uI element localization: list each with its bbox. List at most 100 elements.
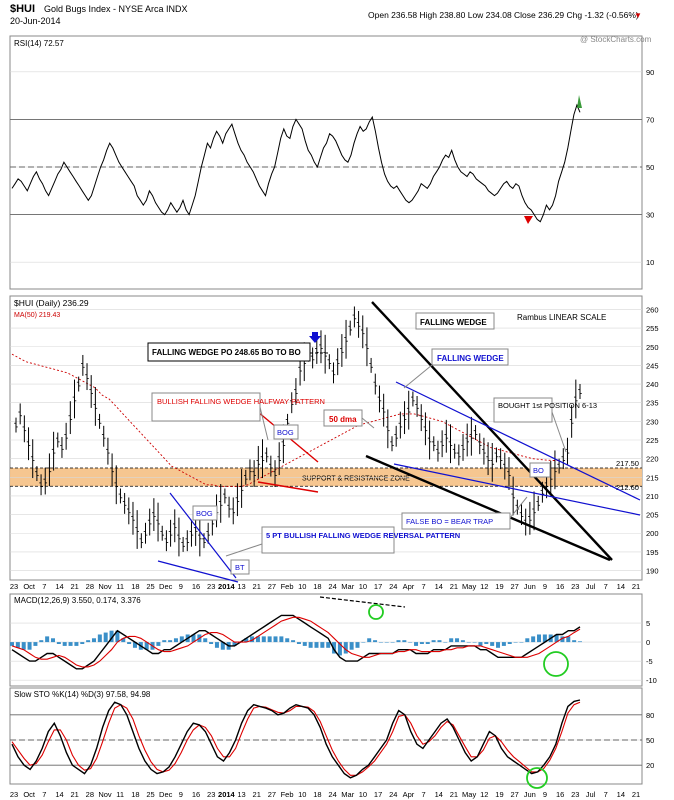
macd-histogram-bar [507,642,512,644]
index-name: Gold Bugs Index - NYSE Arca INDX [44,4,188,14]
macd-histogram-bar [162,640,167,643]
macd-histogram-bar [531,636,536,643]
rsi-ytick-label: 30 [646,211,654,220]
macd-histogram-bar [308,642,313,648]
macd-ytick-label: -10 [646,676,657,685]
macd-histogram-bar [466,642,471,643]
x-tick-label: 24 [328,790,336,799]
rsi-ytick-label: 90 [646,68,654,77]
x-tick-label: May [462,582,476,591]
rsi-ytick-label: 50 [646,163,654,172]
macd-histogram-bar [21,642,26,650]
blue-wedge-bottom [157,560,239,583]
macd-histogram-bar [525,638,530,643]
macd-histogram-bar [209,642,214,644]
macd-histogram-bar [455,638,460,643]
macd-histogram-bar [419,642,424,644]
x-tick-label: 7 [604,790,608,799]
macd-histogram-bar [408,642,413,643]
macd-histogram-bar [437,640,442,643]
x-tick-label: 13 [237,582,245,591]
x-tick-label: 7 [604,582,608,591]
price-layer: SUPPORT & RESISTANCE ZONE 217.50 212.60 190… [10,301,659,583]
x-tick-label: 21 [71,582,79,591]
x-tick-label: 10 [298,582,306,591]
macd-histogram-bar [326,642,331,648]
macd-histogram-bar [255,636,260,643]
price-legend: $HUI (Daily) 236.29 [14,298,89,308]
x-tick-label: Feb [281,790,294,799]
chart-header: $HUI Gold Bugs Index - NYSE Arca INDX 20… [10,3,652,44]
black-wedge-top [371,301,613,561]
x-tick-label: 14 [55,582,63,591]
x-tick-label: 16 [556,582,564,591]
macd-histogram-bar [320,642,325,648]
macd-histogram-bar [97,634,102,643]
bought-leader [551,411,567,453]
watermark: @ StockCharts.com [580,35,652,44]
x-tick-label: 11 [116,582,124,591]
stoch-ytick-label: 50 [646,736,654,745]
level-212-label: 212.60 [616,483,639,492]
wedge-po-label: FALLING WEDGE PO 248.65 BO TO BO [152,348,301,357]
macd-histogram-bar [121,638,126,643]
macd-histogram-bar [378,642,383,643]
macd-histogram-bar [566,636,571,643]
x-tick-label: Oct [23,790,36,799]
x-tick-label: 11 [116,790,124,799]
rsi-overbought-fill [577,95,582,108]
macd-histogram-bar [173,638,178,643]
macd-histogram-bar [168,640,173,643]
macd-histogram-bar [244,638,249,643]
rsi-ytick-label: 70 [646,115,654,124]
x-tick-label: 10 [298,790,306,799]
macd-histogram-bar [39,640,44,643]
x-tick-label: 12 [480,582,488,591]
price-ytick-label: 245 [646,361,659,370]
blue-falling-wedge-top [395,381,641,501]
x-tick-label: Mar [341,582,354,591]
x-tick-label: 28 [86,790,94,799]
macd-histogram-bar [396,640,401,643]
price-ytick-label: 235 [646,399,659,408]
x-tick-label: Feb [281,582,294,591]
x-tick-label: 9 [179,582,183,591]
macd-histogram-bar [156,642,161,646]
macd-histogram-bar [578,641,582,643]
macd-histogram-bar [343,642,348,654]
dma-leader [361,417,375,429]
macd-histogram-bar [10,642,14,646]
falling-wedge-label-1: FALLING WEDGE [420,318,487,327]
x-tick-label: 16 [556,790,564,799]
price-ytick-label: 190 [646,567,659,576]
black-wedge-bottom [365,454,611,562]
macd-histogram-bar [572,640,577,643]
x-tick-label: 23 [10,582,18,591]
rsi-ytick-label: 10 [646,258,654,267]
macd-histogram-bar [384,642,389,643]
price-ytick-label: 195 [646,548,659,557]
macd-histogram-bar [179,636,184,643]
bt-label: BT [235,563,245,572]
macd-ytick-label: 0 [646,638,650,647]
x-tick-label: 27 [510,582,518,591]
macd-histogram-bar [127,642,132,644]
macd-histogram-bar [214,642,219,648]
x-tick-label: 12 [480,790,488,799]
macd-histogram-bar [273,636,278,643]
halfway-line1: BULLISH FALLING WEDGE HALFWAY PATTERN [157,397,325,406]
bog-label-2: BOG [196,509,213,518]
price-ytick-label: 230 [646,417,659,426]
price-ytick-label: 220 [646,455,659,464]
x-tick-label: 13 [237,790,245,799]
macd-histogram-bar [203,638,208,643]
five-pt-box [261,526,395,554]
x-tick-label: 19 [495,790,503,799]
macd-histogram-bar [267,636,272,643]
macd-histogram-bar [560,636,565,643]
macd-histogram-bar [484,642,489,644]
macd-histogram-bar [68,642,73,646]
x-tick-label: 19 [495,582,503,591]
rsi-panel-frame [9,35,643,290]
macd-histogram-bar [62,642,67,646]
